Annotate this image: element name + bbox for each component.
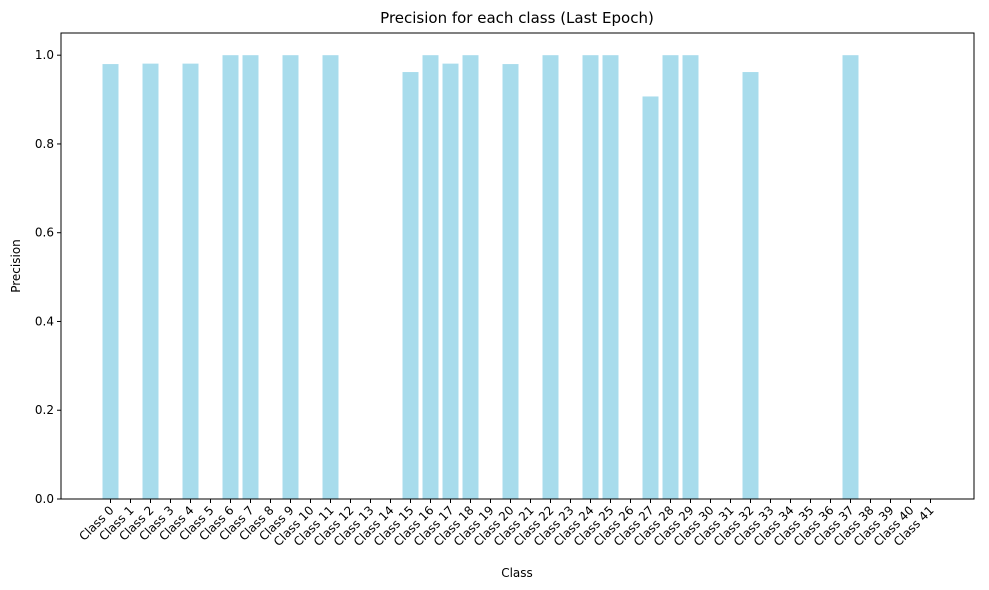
y-tick-label: 0.0: [35, 492, 54, 506]
bar-class-4: [182, 63, 199, 499]
y-tick-label: 1.0: [35, 48, 54, 62]
y-tick-label: 0.2: [35, 403, 54, 417]
bar-class-28: [662, 55, 679, 499]
bar-class-16: [422, 55, 439, 499]
y-tick-label: 0.8: [35, 137, 54, 151]
y-axis-label: Precision: [9, 239, 23, 293]
bar-class-7: [242, 55, 259, 499]
y-tick-label: 0.6: [35, 226, 54, 240]
bar-class-27: [642, 96, 659, 500]
y-axis-ticks: 0.0 0.2 0.4 0.6 0.8 1.0: [35, 48, 61, 506]
bar-class-6: [222, 55, 239, 499]
bar-class-9: [282, 55, 299, 499]
y-tick-label: 0.4: [35, 314, 54, 328]
bar-class-20: [502, 64, 519, 500]
bar-class-0: [102, 64, 119, 500]
plot-frame: [60, 32, 975, 500]
chart-title: Precision for each class (Last Epoch): [380, 9, 654, 27]
bar-class-24: [582, 55, 599, 499]
bar-class-25: [602, 55, 619, 499]
bar-class-22: [542, 55, 559, 499]
bar-class-29: [682, 55, 699, 499]
bar-class-11: [322, 55, 339, 499]
bar-class-32: [742, 72, 759, 499]
bars-group: [102, 55, 859, 500]
bar-class-37: [842, 55, 859, 499]
bar-class-2: [142, 63, 159, 499]
bar-class-17: [442, 63, 459, 499]
bar-class-18: [462, 55, 479, 499]
x-axis-label: Class: [501, 566, 533, 580]
bar-class-15: [402, 72, 419, 499]
